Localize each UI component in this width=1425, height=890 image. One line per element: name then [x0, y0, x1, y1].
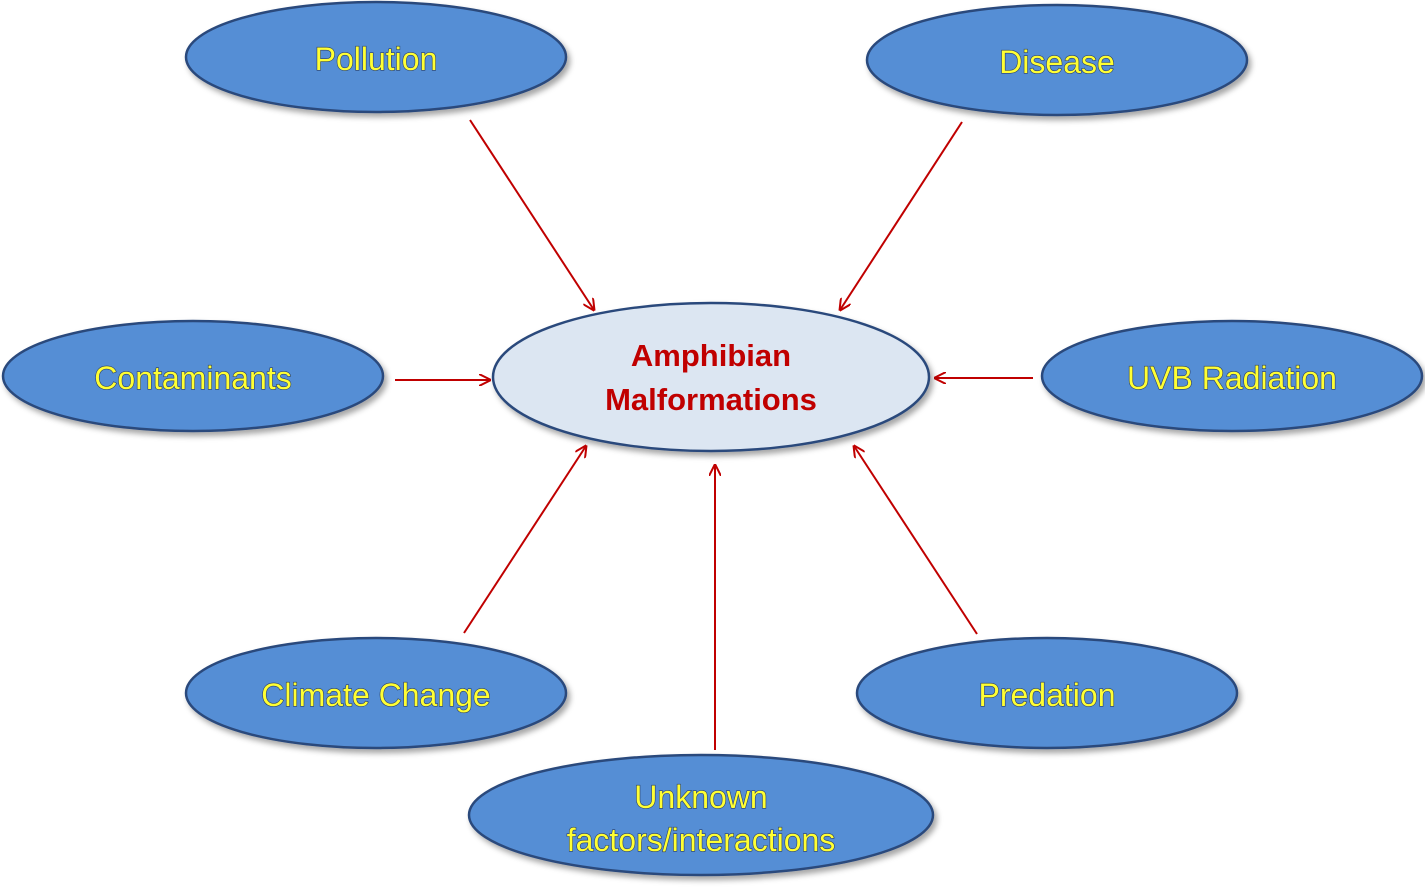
- node-climate-change-label: Climate Change: [261, 677, 490, 713]
- svg-text:Pollution: Pollution: [315, 41, 438, 77]
- svg-text:UVB Radiation: UVB Radiation: [1127, 360, 1337, 396]
- node-disease: Disease: [865, 3, 1249, 117]
- center-label-line2: Malformations: [605, 382, 817, 417]
- node-uvb-radiation: UVB Radiation: [1040, 319, 1424, 433]
- node-climate-change: Climate Change: [184, 636, 568, 750]
- svg-text:Climate Change: Climate Change: [261, 677, 490, 713]
- node-amphibian-malformations: Amphibian Malformations: [491, 301, 931, 453]
- arrow-predation: [854, 446, 978, 635]
- node-predation-label: Predation: [979, 677, 1116, 713]
- node-unknown-factors-label-line1: Unknown: [634, 779, 767, 815]
- svg-text:Disease: Disease: [999, 44, 1115, 80]
- svg-text:Unknown: Unknown: [634, 779, 767, 815]
- svg-text:Contaminants: Contaminants: [94, 360, 291, 396]
- node-predation: Predation: [855, 636, 1239, 750]
- arrow-disease: [840, 121, 963, 310]
- svg-text:Malformations: Malformations: [605, 382, 817, 417]
- node-uvb-radiation-label: UVB Radiation: [1127, 360, 1337, 396]
- svg-text:factors/interactions: factors/interactions: [567, 822, 836, 858]
- arrows: [395, 119, 1033, 750]
- svg-text:Amphibian: Amphibian: [631, 338, 791, 373]
- node-contaminants: Contaminants: [1, 319, 385, 433]
- node-contaminants-label: Contaminants: [94, 360, 291, 396]
- center-label-line1: Amphibian: [631, 338, 791, 373]
- node-disease-label: Disease: [999, 44, 1115, 80]
- node-unknown-factors: Unknown factors/interactions: [467, 753, 935, 877]
- node-pollution: Pollution: [184, 0, 568, 114]
- node-unknown-factors-label-line2: factors/interactions: [567, 822, 836, 858]
- arrow-climate: [463, 446, 586, 634]
- svg-text:Predation: Predation: [979, 677, 1116, 713]
- arrow-pollution: [469, 119, 594, 310]
- node-pollution-label: Pollution: [315, 41, 438, 77]
